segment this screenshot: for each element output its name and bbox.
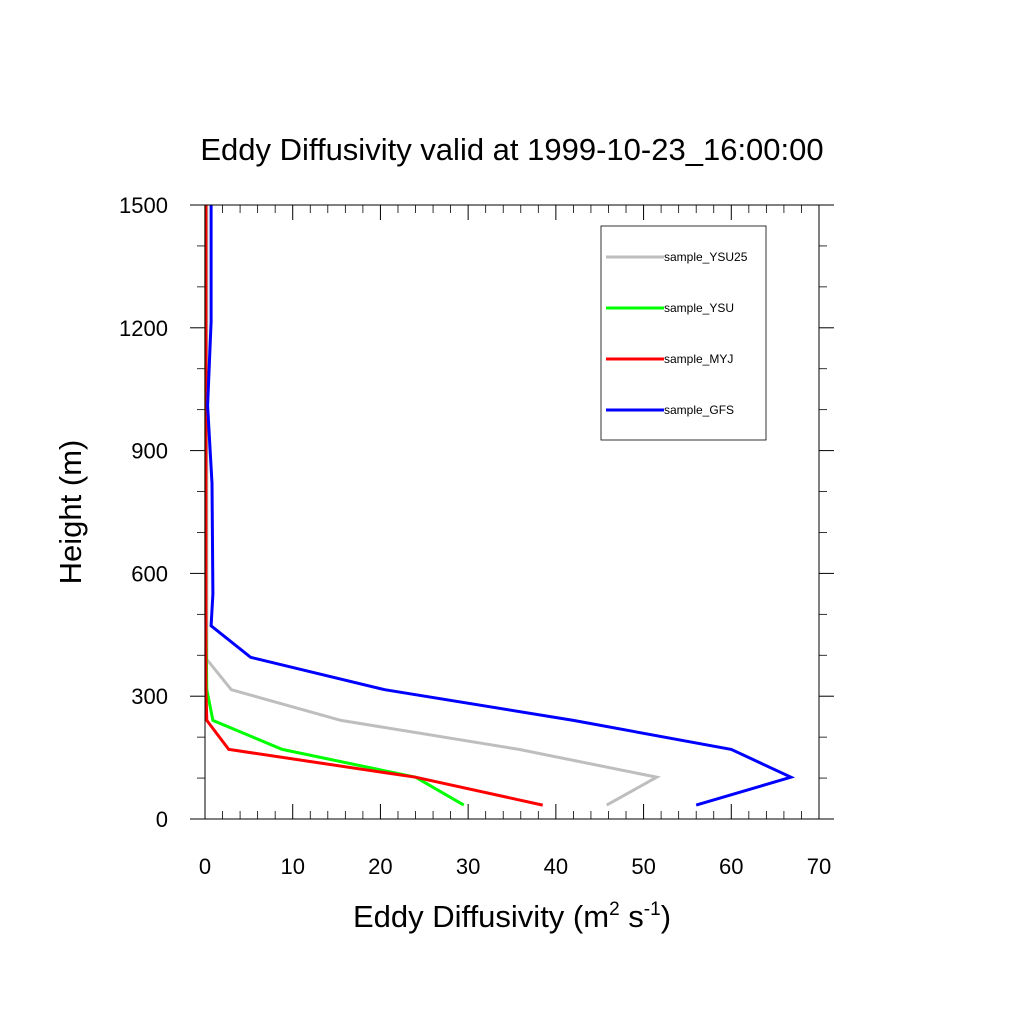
y-tick-label: 300 [131,684,168,709]
series-line-sample-gfs [206,205,796,807]
x-axis-label: Eddy Diffusivity (m2 s-1) [353,899,671,934]
legend-label: sample_YSU25 [664,250,748,264]
legend-label: sample_YSU [664,301,734,315]
x-tick-label: 60 [719,854,743,879]
x-axis-label-sup1: 2 [609,899,620,920]
x-tick-label: 20 [368,854,392,879]
legend-box [600,225,767,441]
series-line-sample-ysu25 [205,205,661,807]
y-axis-label: Height (m) [53,440,88,585]
y-tick-label: 600 [131,561,168,586]
x-tick-label: 30 [456,854,480,879]
x-tick-label: 10 [280,854,304,879]
legend-label: sample_GFS [664,403,734,417]
series-line-sample-myj [204,205,544,807]
x-axis-label-close: ) [661,899,671,934]
y-tick-label: 900 [131,439,168,464]
x-axis-label-mid: s [620,899,644,934]
x-tick-label: 40 [544,854,568,879]
x-tick-label: 50 [631,854,655,879]
x-tick-label: 70 [807,854,831,879]
x-tick-label: 0 [199,854,211,879]
x-axis-label-sup2: -1 [644,899,661,920]
legend-label: sample_MYJ [664,352,733,366]
y-tick-label: 1200 [119,316,168,341]
legend: sample_YSU25 sample_YSU sample_MYJ sample_G… [600,225,767,441]
y-tick-label: 0 [156,807,168,832]
chart-title: Eddy Diffusivity valid at 1999-10-23_16:… [200,132,823,167]
plot-frame [204,204,820,820]
series-layer [204,205,796,807]
series-line-sample-ysu [204,205,465,807]
x-axis-label-main: Eddy Diffusivity (m [353,899,609,934]
axis-ticks: 0 10 20 30 40 50 60 70 0 300 600 900 1200 1500 [119,193,834,879]
y-tick-label: 1500 [119,193,168,218]
